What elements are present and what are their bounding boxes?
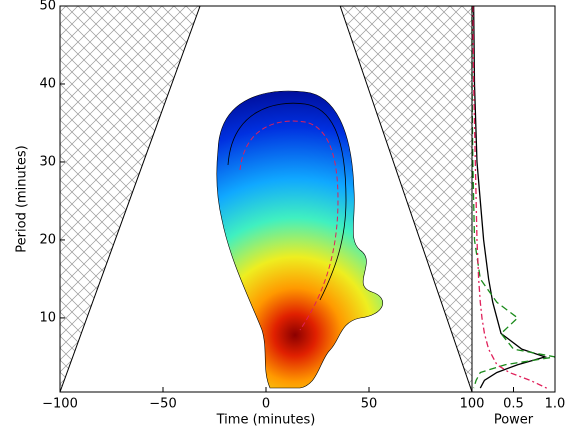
y-axis-label: Period (minutes): [15, 145, 30, 252]
power-line: [471, 6, 556, 389]
wavelet-power-blob: [216, 90, 384, 389]
x-tick-label: 50: [361, 397, 378, 412]
x-tick-label: 0: [262, 397, 270, 412]
y-tick-label: 20: [39, 232, 56, 247]
y-tick-label: 40: [39, 76, 56, 91]
significance-contour: [239, 120, 339, 331]
power-line: [472, 5, 547, 389]
x-axis-label: Power: [494, 413, 534, 428]
x-tick-label: 100: [460, 397, 485, 412]
x-tick-label: 1.0: [545, 397, 566, 412]
y-tick-label: 10: [39, 310, 56, 325]
power-line: [473, 5, 548, 389]
x-tick-label: −50: [149, 397, 176, 412]
x-tick-label: −100: [42, 397, 78, 412]
y-tick-label: 50: [39, 0, 56, 14]
x-axis-label: Time (minutes): [216, 413, 316, 428]
x-tick-label: 0.5: [503, 397, 524, 412]
y-tick-label: 30: [39, 154, 56, 169]
contour: [227, 102, 347, 301]
plot-frame: [471, 5, 556, 393]
